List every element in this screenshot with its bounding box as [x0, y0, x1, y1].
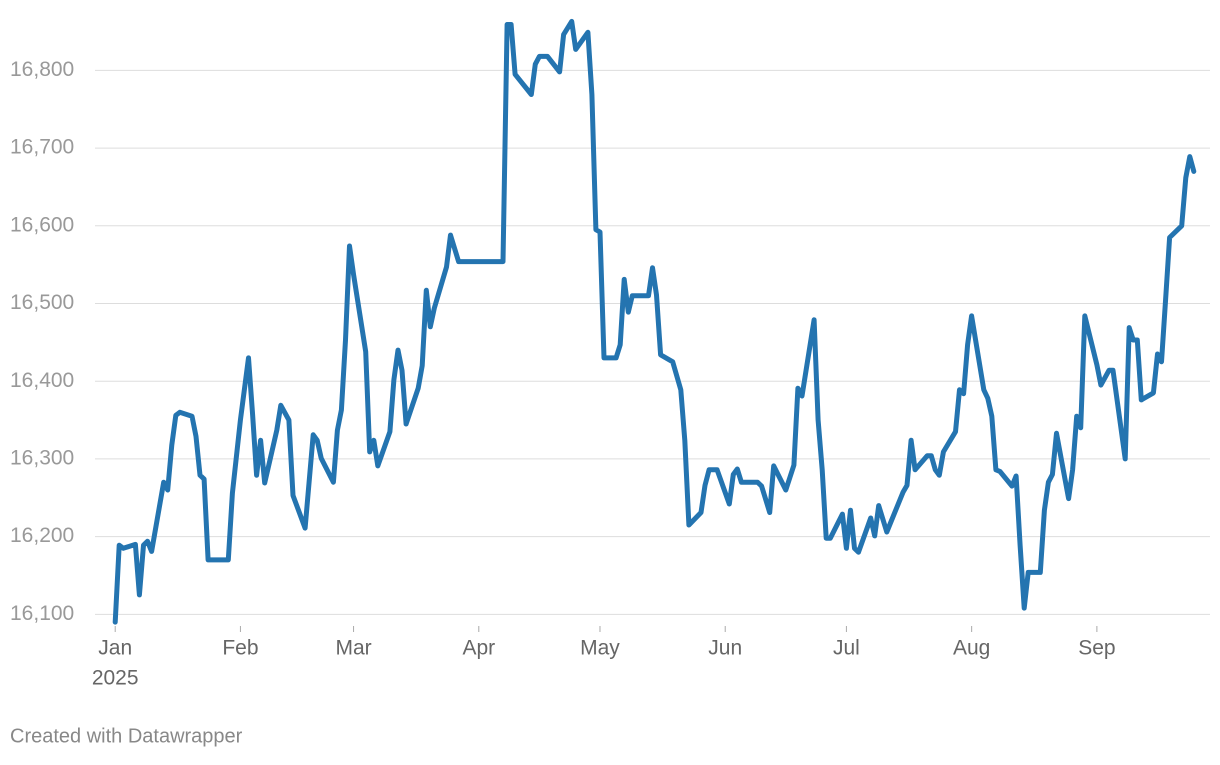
x-tick-label: Mar — [335, 637, 371, 660]
footer: Created with Datawrapper — [10, 725, 243, 747]
y-tick-label: 16,100 — [10, 602, 74, 625]
x-tick-label: Apr — [462, 637, 495, 660]
x-tick-label: Sep — [1078, 637, 1115, 660]
x-tick-label: Jul — [833, 637, 860, 660]
x-year-label: 2025 — [92, 667, 139, 690]
y-tick-label: 16,300 — [10, 446, 74, 469]
y-tick-label: 16,600 — [10, 213, 74, 236]
y-tick-label: 16,400 — [10, 369, 74, 392]
y-tick-label: 16,800 — [10, 58, 74, 81]
y-tick-label: 16,700 — [10, 136, 74, 159]
x-tick-label: May — [580, 637, 620, 660]
y-tick-label: 16,500 — [10, 291, 74, 314]
line — [112, 18, 1197, 625]
x-tick-label: Feb — [222, 637, 258, 660]
x-tick-label: Jun — [708, 637, 742, 660]
x-tick-label: Jan — [98, 637, 132, 660]
y-tick-label: 16,200 — [10, 524, 74, 547]
x-tick-label: Aug — [953, 637, 990, 660]
